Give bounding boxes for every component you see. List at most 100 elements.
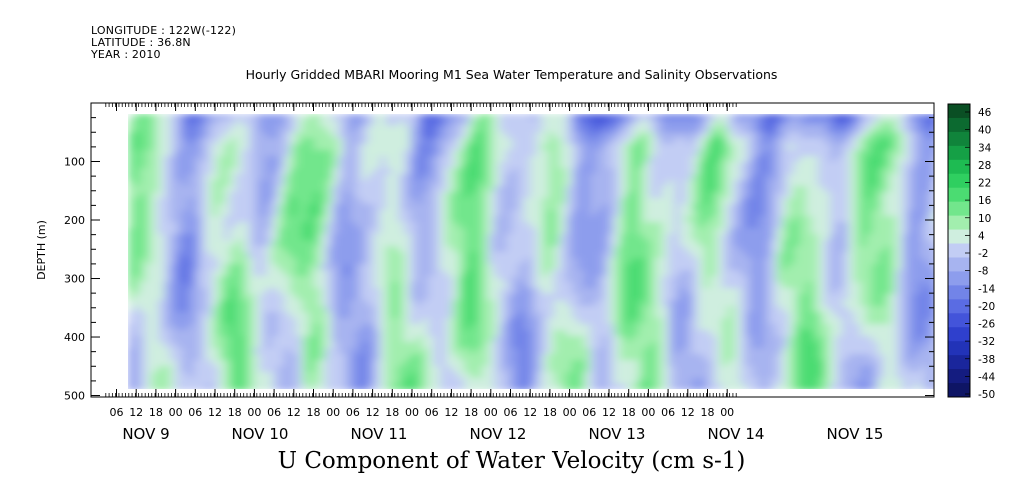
heat-cell (320, 132, 327, 139)
heat-cell (260, 312, 267, 319)
heat-cell (554, 222, 561, 229)
heat-cell (860, 294, 867, 301)
heat-cell (188, 312, 195, 319)
heat-cell (662, 282, 669, 289)
heat-cell (668, 252, 675, 259)
heat-cell (578, 192, 585, 199)
heat-cell (536, 240, 543, 247)
heat-cell (338, 198, 345, 205)
heat-cell (758, 276, 765, 283)
heat-cell (794, 150, 801, 157)
heat-cell (284, 156, 291, 163)
heat-cell (332, 156, 339, 163)
heat-cell (680, 216, 687, 223)
heat-cell (398, 180, 405, 187)
heat-cell (494, 330, 501, 337)
heat-cell (524, 138, 531, 145)
heat-cell (716, 222, 723, 229)
heat-cell (890, 258, 897, 265)
heat-cell (644, 210, 651, 217)
heat-cell (146, 312, 153, 319)
heat-cell (566, 276, 573, 283)
heat-cell (302, 216, 309, 223)
heat-cell (230, 174, 237, 181)
heat-cell (566, 192, 573, 199)
heat-cell (446, 150, 453, 157)
heat-cell (710, 162, 717, 169)
heat-cell (134, 120, 141, 127)
heat-cell (134, 330, 141, 337)
heat-cell (710, 288, 717, 295)
heat-cell (854, 252, 861, 259)
heat-cell (914, 114, 921, 121)
heat-cell (158, 216, 165, 223)
heat-cell (812, 252, 819, 259)
heat-cell (446, 282, 453, 289)
heat-cell (518, 114, 525, 121)
heat-cell (314, 198, 321, 205)
heat-cell (266, 258, 273, 265)
heat-cell (308, 114, 315, 121)
heat-cell (662, 270, 669, 277)
heat-cell (380, 204, 387, 211)
heat-cell (194, 216, 201, 223)
heat-cell (482, 192, 489, 199)
heat-cell (926, 258, 933, 265)
heat-cell (284, 306, 291, 313)
heat-cell (458, 120, 465, 127)
heat-cell (512, 300, 519, 307)
heat-cell (836, 180, 843, 187)
heat-cell (806, 228, 813, 235)
heat-cell (410, 276, 417, 283)
heat-cell (704, 150, 711, 157)
heat-cell (704, 234, 711, 241)
heat-cell (224, 204, 231, 211)
heat-cell (536, 168, 543, 175)
heat-cell (752, 204, 759, 211)
heat-cell (242, 282, 249, 289)
heat-cell (716, 132, 723, 139)
heat-cell (152, 246, 159, 253)
heat-cell (668, 240, 675, 247)
heat-cell (374, 132, 381, 139)
heat-cell (632, 234, 639, 241)
heat-cell (164, 204, 171, 211)
heat-cell (848, 324, 855, 331)
heat-cell (506, 276, 513, 283)
heat-cell (830, 150, 837, 157)
heat-cell (902, 156, 909, 163)
heat-cell (266, 162, 273, 169)
heat-cell (152, 180, 159, 187)
heat-cell (254, 312, 261, 319)
heat-cell (236, 318, 243, 325)
heat-cell (488, 156, 495, 163)
heat-cell (482, 252, 489, 259)
heat-cell (188, 330, 195, 337)
heat-cell (704, 246, 711, 253)
heat-cell (428, 156, 435, 163)
heat-cell (896, 222, 903, 229)
heat-cell (206, 324, 213, 331)
heat-cell (866, 228, 873, 235)
heat-cell (854, 276, 861, 283)
heat-cell (452, 312, 459, 319)
heat-cell (386, 174, 393, 181)
heat-cell (500, 150, 507, 157)
heat-cell (170, 276, 177, 283)
heat-cell (332, 240, 339, 247)
heat-cell (344, 204, 351, 211)
heat-cell (638, 186, 645, 193)
heat-cell (656, 300, 663, 307)
heat-cell (572, 330, 579, 337)
heat-cell (836, 246, 843, 253)
heat-cell (188, 132, 195, 139)
heat-cell (440, 234, 447, 241)
heat-cell (500, 330, 507, 337)
heat-cell (224, 120, 231, 127)
heat-cell (836, 132, 843, 139)
heat-cell (230, 228, 237, 235)
heat-cell (320, 168, 327, 175)
heat-cell (596, 132, 603, 139)
heat-cell (302, 270, 309, 277)
heat-cell (734, 204, 741, 211)
